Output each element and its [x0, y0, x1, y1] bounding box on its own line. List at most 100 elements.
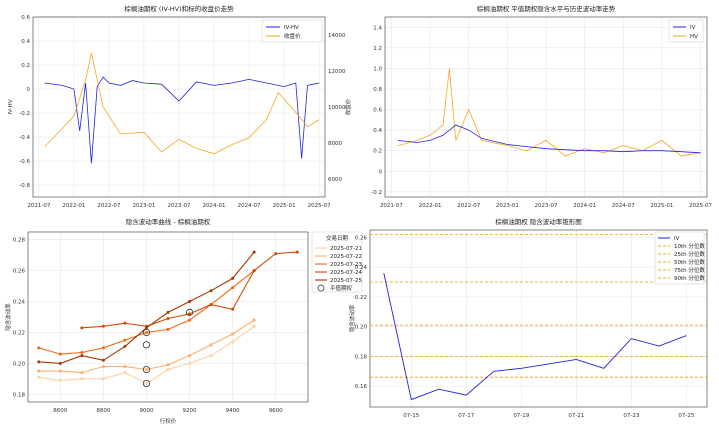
chart-1: 2021-07 2022-01 2022-07 2023-01 2023-07 2024-…: [8, 4, 352, 209]
data-point-3-0-3: [101, 377, 105, 381]
chart-2: 2021-07 2022-01 2022-07 2023-01 2023-07 2024-…: [371, 4, 712, 209]
legend-label-3-2: 2025-07-23: [330, 262, 362, 268]
data-point-3-2-6: [166, 327, 170, 331]
legend-swatch-atm-3: [317, 284, 325, 292]
plot-frame-2: [384, 16, 708, 198]
data-point-3-3-8: [252, 269, 256, 273]
y2-tick-1-0: 6000: [328, 177, 342, 183]
y-tick-1-3: -0.2: [19, 111, 30, 117]
y2-tick-1-2: 10000: [328, 105, 346, 111]
y-tick-2-1: 0: [379, 169, 383, 175]
series-line-2-1: [397, 68, 701, 157]
chart-title-4: 棕榈油期权 隐含波动率锥形图: [495, 217, 582, 226]
data-point-3-3-1: [101, 324, 105, 328]
data-point-3-2-4: [123, 338, 127, 342]
chart-title-3: 隐含波动率曲线 - 棕榈油期权: [126, 217, 211, 226]
legend-label-3-1: 2025-07-22: [330, 254, 362, 260]
x-tick-2-2: 2022-07: [457, 203, 480, 209]
atm-marker-3-0: [142, 379, 151, 388]
atm-marker-3-4: [185, 308, 194, 316]
data-point-3-1-2: [80, 371, 84, 375]
x-tick-4-1: 07-17: [458, 413, 474, 419]
legend-label-pct-4-4: 90th 分位数: [674, 274, 705, 282]
x-tick-1-3: 2023-01: [132, 203, 155, 209]
legend-label-4-0: IV: [674, 236, 680, 242]
chart-4: 07-15 07-17 07-19 07-21 07-23 07-25 0.16 0.18 0.…: [348, 217, 708, 419]
x-tick-1-2: 2022-07: [97, 203, 120, 209]
y-tick-2-2: 0.2: [373, 149, 382, 155]
series-line-1-0: [44, 76, 320, 164]
x-tick-1-1: 2022-01: [62, 203, 85, 209]
legend-title-3: 交易日期: [326, 234, 349, 242]
chart-title-1: 棕榈油期权 (IV-HV)和标的收盘价走势: [124, 4, 234, 13]
y-tick-2-4: 0.6: [373, 108, 382, 114]
y-tick-1-4: 0: [27, 87, 31, 93]
x-tick-4-5: 07-25: [678, 413, 694, 419]
legend-box-3: [311, 231, 363, 293]
data-point-3-0-1: [58, 378, 62, 382]
y2-tick-1-4: 14000: [328, 33, 346, 39]
data-point-3-3-4: [166, 317, 170, 321]
y2-tick-1-3: 12000: [328, 69, 346, 75]
y-tick-3-0: 0.18: [13, 392, 26, 398]
data-point-3-4-1: [58, 361, 62, 365]
y-tick-3-4: 0.26: [13, 269, 26, 275]
data-point-3-4-5: [144, 326, 148, 330]
x-tick-3-3: 9200: [183, 408, 197, 414]
data-point-3-1-6: [166, 363, 170, 367]
x-tick-4-2: 07-19: [513, 413, 529, 419]
legend-label-pct-4-1: 25th 分位数: [674, 250, 705, 258]
data-point-3-0-4: [123, 371, 127, 375]
data-point-3-4-3: [101, 358, 105, 362]
data-point-3-1-7: [188, 354, 192, 358]
y-tick-2-5: 0.8: [373, 87, 382, 93]
x-tick-2-7: 2025-01: [650, 203, 673, 209]
y-tick-4-3: 0.22: [355, 295, 367, 301]
x-tick-1-8: 2025-07: [308, 203, 331, 209]
x-tick-4-4: 07-23: [623, 413, 639, 419]
y-tick-1-5: 0.2: [21, 63, 30, 69]
data-point-3-3-0: [80, 326, 84, 330]
data-point-3-3-6: [209, 303, 213, 307]
y-tick-4-4: 0.24: [355, 265, 368, 271]
x-tick-4-0: 07-15: [403, 413, 419, 419]
data-point-3-4-7: [188, 300, 192, 304]
x-tick-2-5: 2024-01: [573, 203, 596, 209]
data-point-3-1-3: [101, 364, 105, 368]
data-point-3-3-9: [274, 252, 278, 256]
data-point-3-2-3: [101, 346, 105, 350]
x-tick-2-0: 2021-07: [380, 203, 403, 209]
y-label-3: 隐含波动率: [4, 303, 12, 331]
data-point-3-4-2: [80, 354, 84, 358]
y-label-1: IV-HV: [8, 99, 14, 114]
x-tick-3-4: 9400: [226, 408, 240, 414]
data-point-3-2-9: [231, 286, 235, 290]
data-point-3-2-0: [37, 346, 41, 350]
data-point-3-0-6: [166, 368, 170, 372]
data-point-3-1-0: [37, 369, 41, 373]
atm-marker-3-2: [142, 341, 151, 349]
legend-label-pct-4-3: 75th 分位数: [674, 266, 705, 274]
data-point-3-0-7: [188, 361, 192, 365]
data-point-3-4-4: [123, 344, 127, 348]
x-tick-3-1: 8800: [96, 408, 110, 414]
data-point-3-1-10: [252, 318, 256, 322]
x-tick-1-4: 2023-07: [168, 203, 191, 209]
y-tick-4-0: 0.16: [355, 384, 368, 390]
y-tick-1-1: -0.6: [19, 159, 30, 165]
x-tick-1-7: 2025-01: [273, 203, 296, 209]
data-point-3-0-2: [80, 377, 84, 381]
y-tick-2-7: 1.2: [373, 46, 382, 52]
series-line-4-0: [383, 273, 687, 401]
legend-label-1-0: IV-HV: [284, 25, 299, 31]
data-point-3-4-10: [252, 250, 256, 254]
legend-label-pct-4-2: 50th 分位数: [674, 258, 705, 266]
data-point-3-0-8: [209, 354, 213, 358]
legend-label-atm-3: 平值期权: [330, 284, 353, 292]
y-tick-1-7: 0.6: [21, 15, 30, 21]
legend-label-pct-4-0: 10th 分位数: [674, 242, 705, 250]
data-point-3-0-5: [144, 381, 148, 385]
chart-title-2: 棕榈油期权 平值期权隐含水平与历史波动率走势: [477, 4, 616, 13]
